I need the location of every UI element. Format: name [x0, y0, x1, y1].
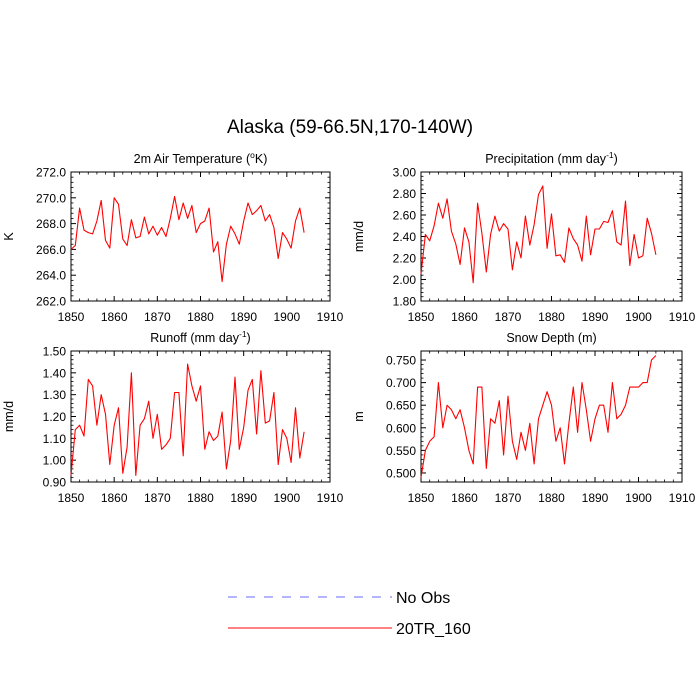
y-tick-label: 1.10	[43, 432, 67, 446]
y-tick-label: 266.0	[36, 243, 66, 257]
x-tick-label: 1860	[101, 491, 128, 505]
x-tick-label: 1870	[495, 491, 522, 505]
y-tick-label: 1.00	[43, 454, 67, 468]
chart-panel-4: Snow Depth (m) m 1850 1860 1870 1880 1890 1900 1…	[352, 331, 696, 505]
plot-frame	[420, 350, 683, 483]
y-tick-label: 262.0	[36, 295, 66, 309]
series-line-20tr-160	[420, 355, 657, 478]
x-tick-label: 1850	[58, 310, 85, 324]
y-tick-label: 268.0	[36, 217, 66, 231]
y-tick-label: 264.0	[36, 269, 66, 283]
x-tick-label: 1860	[451, 491, 478, 505]
x-tick-label: 1900	[625, 491, 652, 505]
x-tick-label: 1890	[582, 310, 609, 324]
legend-label-1: No Obs	[396, 590, 450, 607]
series-line-20tr-160	[70, 363, 305, 476]
y-tick-label: 0.650	[386, 399, 416, 413]
y-axis-label: K	[2, 232, 16, 241]
plot-frame	[70, 171, 331, 302]
y-tick-label: 0.550	[386, 444, 416, 458]
panel-title: Precipitation (mm day-1)	[485, 150, 618, 166]
y-tick-label: 2.40	[393, 230, 417, 244]
y-axis-label: mm/d	[2, 401, 16, 432]
y-tick-label: 1.20	[43, 410, 67, 424]
x-tick-label: 1880	[187, 491, 214, 505]
series-line-20tr-160	[420, 185, 657, 284]
x-tick-label: 1870	[144, 491, 171, 505]
x-tick-label: 1910	[317, 491, 344, 505]
y-tick-label: 1.40	[43, 366, 67, 380]
y-tick-label: 2.60	[393, 209, 417, 223]
y-tick-label: 2.00	[393, 273, 417, 287]
y-tick-label: 1.50	[43, 345, 67, 359]
y-tick-label: 0.500	[386, 466, 416, 480]
panel-title: 2m Air Temperature (oK)	[134, 150, 268, 166]
y-tick-label: 1.80	[393, 295, 417, 309]
y-axis-label: mm/d	[352, 221, 366, 252]
x-tick-label: 1910	[317, 310, 344, 324]
panel-title: Snow Depth (m)	[506, 331, 596, 345]
x-tick-label: 1900	[273, 491, 300, 505]
x-tick-label: 1890	[230, 491, 257, 505]
y-tick-label: 2.80	[393, 187, 417, 201]
x-tick-label: 1880	[538, 310, 565, 324]
y-tick-label: 2.20	[393, 252, 417, 266]
x-tick-label: 1910	[669, 310, 696, 324]
y-tick-label: 0.600	[386, 421, 416, 435]
x-tick-label: 1880	[538, 491, 565, 505]
x-tick-label: 1900	[625, 310, 652, 324]
series-line-20tr-160	[70, 195, 305, 283]
chart-panel-1: 2m Air Temperature (oK) K 1850 1860 1870 1880…	[2, 150, 344, 324]
x-tick-label: 1890	[230, 310, 257, 324]
x-tick-label: 1900	[273, 310, 300, 324]
chart-panel-2: Precipitation (mm day-1) mm/d 1850 1860 1870…	[352, 150, 696, 324]
legend: No Obs 20TR_160	[228, 590, 471, 638]
chart-panel-3: Runoff (mm day-1) mm/d 1850 1860 1870 1880 189…	[2, 329, 344, 505]
y-tick-label: 1.30	[43, 388, 67, 402]
x-tick-label: 1870	[144, 310, 171, 324]
x-tick-label: 1890	[582, 491, 609, 505]
legend-label-2: 20TR_160	[396, 621, 471, 638]
panel-title: Runoff (mm day-1)	[150, 329, 250, 345]
y-tick-label: 0.90	[43, 476, 67, 490]
y-tick-label: 272.0	[36, 166, 66, 180]
x-tick-label: 1850	[408, 491, 435, 505]
x-tick-label: 1850	[58, 491, 85, 505]
x-tick-label: 1850	[408, 310, 435, 324]
y-axis-label: m	[352, 411, 366, 421]
x-tick-label: 1870	[495, 310, 522, 324]
y-tick-label: 0.750	[386, 354, 416, 368]
x-tick-label: 1860	[101, 310, 128, 324]
x-tick-label: 1880	[187, 310, 214, 324]
x-tick-label: 1910	[669, 491, 696, 505]
figure-title: Alaska (59-66.5N,170-140W)	[226, 117, 474, 138]
y-tick-label: 0.700	[386, 376, 416, 390]
y-tick-label: 270.0	[36, 191, 66, 205]
plot-frame	[420, 171, 683, 302]
y-tick-label: 3.00	[393, 166, 417, 180]
x-tick-label: 1860	[451, 310, 478, 324]
